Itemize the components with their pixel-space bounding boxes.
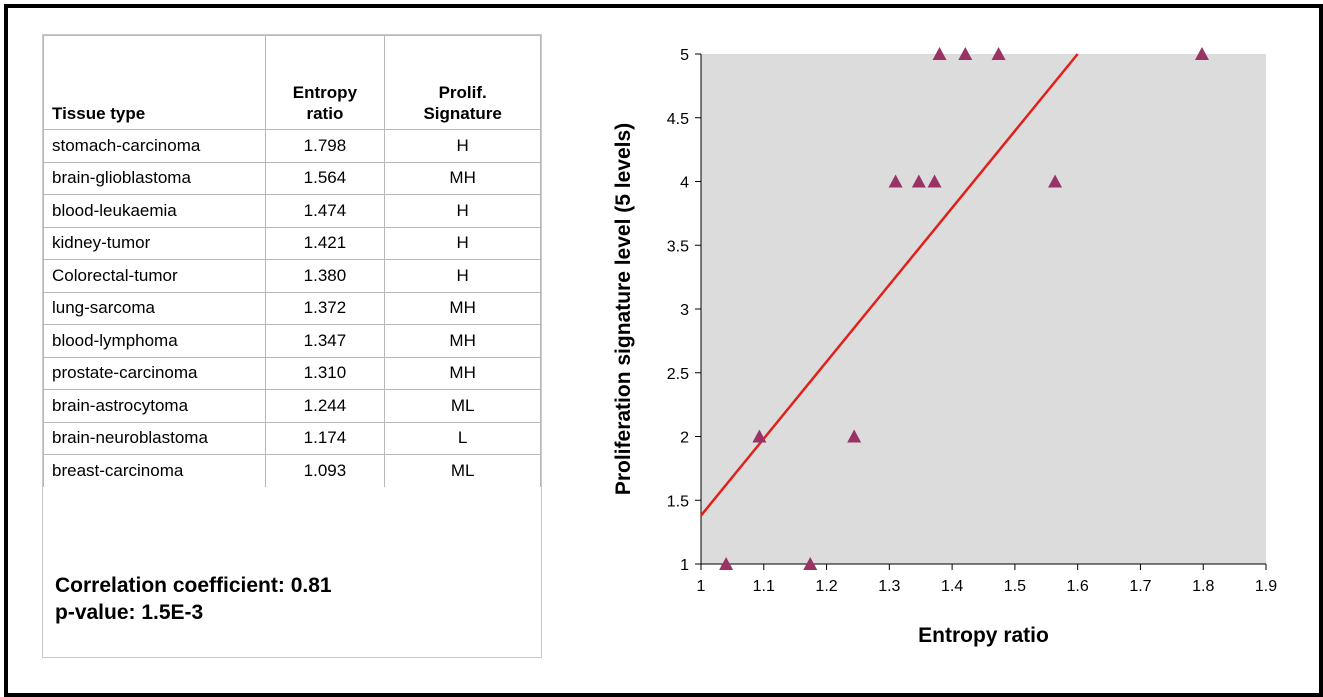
entropy-ratio-cell: 1.093	[264, 454, 386, 487]
entropy-ratio-cell: 1.347	[264, 324, 386, 358]
x-axis-title: Entropy ratio	[918, 624, 1049, 647]
prolif-signature-cell: ML	[384, 454, 541, 487]
data-point-marker	[927, 174, 942, 188]
y-tick-label: 5	[680, 47, 689, 64]
y-tick-label: 1	[680, 557, 689, 574]
prolif-signature-cell: H	[384, 259, 541, 293]
statistics-summary: Correlation coefficient: 0.81 p-value: 1…	[55, 572, 332, 626]
table-row: brain-astrocytoma 1.244 ML	[43, 389, 541, 423]
x-tick-label: 1.1	[753, 578, 775, 595]
y-tick-label: 4	[680, 175, 689, 192]
prolif-signature-cell: ML	[384, 389, 541, 423]
table-row: Colorectal-tumor 1.380 H	[43, 259, 541, 293]
prolif-signature-cell: MH	[384, 161, 541, 195]
table-header-row: Tissue type Entropy ratio Prolif. Signatur…	[43, 35, 541, 130]
tissue-type-cell: kidney-tumor	[43, 226, 266, 260]
header-entropy-ratio: Entropy ratio	[264, 35, 386, 130]
tissue-type-cell: brain-astrocytoma	[43, 389, 266, 423]
entropy-ratio-cell: 1.244	[264, 389, 386, 423]
y-tick-label: 3.5	[667, 238, 689, 255]
x-tick-label: 1.6	[1067, 578, 1089, 595]
data-point-marker	[911, 174, 926, 188]
table-row: brain-glioblastoma 1.564 MH	[43, 161, 541, 195]
tissue-type-cell: breast-carcinoma	[43, 454, 266, 487]
tissue-type-cell: stomach-carcinoma	[43, 129, 266, 163]
entropy-ratio-cell: 1.798	[264, 129, 386, 163]
prolif-signature-cell: H	[384, 129, 541, 163]
y-tick-label: 1.5	[667, 493, 689, 510]
prolif-signature-cell: MH	[384, 324, 541, 358]
y-axis-title: Proliferation signature level (5 levels)	[612, 123, 635, 495]
data-point-marker	[847, 429, 862, 443]
entropy-ratio-cell: 1.421	[264, 226, 386, 260]
entropy-ratio-cell: 1.474	[264, 194, 386, 228]
y-tick-label: 2	[680, 430, 689, 447]
x-tick-label: 1.7	[1129, 578, 1151, 595]
header-prolif-signature: Prolif. Signature	[384, 35, 541, 130]
tissue-entropy-table: Tissue type Entropy ratio Prolif. Signatur…	[43, 35, 541, 487]
table-row: breast-carcinoma 1.093 ML	[43, 454, 541, 487]
prolif-signature-cell: H	[384, 194, 541, 228]
y-tick-label: 3	[680, 302, 689, 319]
y-tick-label: 2.5	[667, 366, 689, 383]
tissue-type-cell: blood-leukaemia	[43, 194, 266, 228]
x-tick-label: 1.4	[941, 578, 963, 595]
entropy-ratio-cell: 1.564	[264, 161, 386, 195]
data-point-marker	[958, 47, 973, 60]
table-row: kidney-tumor 1.421 H	[43, 226, 541, 260]
data-point-marker	[1048, 174, 1063, 188]
x-tick-label: 1	[697, 578, 706, 595]
data-point-marker	[803, 557, 818, 570]
data-point-marker	[719, 557, 734, 570]
data-point-marker	[1194, 47, 1209, 60]
data-point-marker	[888, 174, 903, 188]
header-tissue-type: Tissue type	[43, 35, 266, 130]
p-value-label: p-value: 1.5E-3	[55, 601, 204, 624]
tissue-type-cell: lung-sarcoma	[43, 291, 266, 325]
data-point-marker	[752, 429, 767, 443]
table-row: blood-lymphoma 1.347 MH	[43, 324, 541, 358]
prolif-signature-cell: H	[384, 226, 541, 260]
y-tick-label: 4.5	[667, 111, 689, 128]
table-row: lung-sarcoma 1.372 MH	[43, 291, 541, 325]
tissue-type-cell: blood-lymphoma	[43, 324, 266, 358]
x-tick-label: 1.5	[1004, 578, 1026, 595]
correlation-coefficient-label: Correlation coefficient: 0.81	[55, 574, 332, 597]
tissue-type-cell: brain-neuroblastoma	[43, 421, 266, 455]
x-tick-label: 1.2	[815, 578, 837, 595]
tissue-type-cell: prostate-carcinoma	[43, 356, 266, 390]
table-row: prostate-carcinoma 1.310 MH	[43, 356, 541, 390]
data-table-panel: Tissue type Entropy ratio Prolif. Signatur…	[42, 34, 542, 658]
data-point-marker	[991, 47, 1006, 60]
data-point-marker	[932, 47, 947, 60]
table-row: stomach-carcinoma 1.798 H	[43, 129, 541, 163]
x-tick-label: 1.3	[878, 578, 900, 595]
table-row: blood-leukaemia 1.474 H	[43, 194, 541, 228]
plot-area	[701, 54, 1266, 564]
x-tick-label: 1.9	[1255, 578, 1277, 595]
tissue-type-cell: brain-glioblastoma	[43, 161, 266, 195]
x-tick-label: 1.8	[1192, 578, 1214, 595]
entropy-ratio-cell: 1.310	[264, 356, 386, 390]
